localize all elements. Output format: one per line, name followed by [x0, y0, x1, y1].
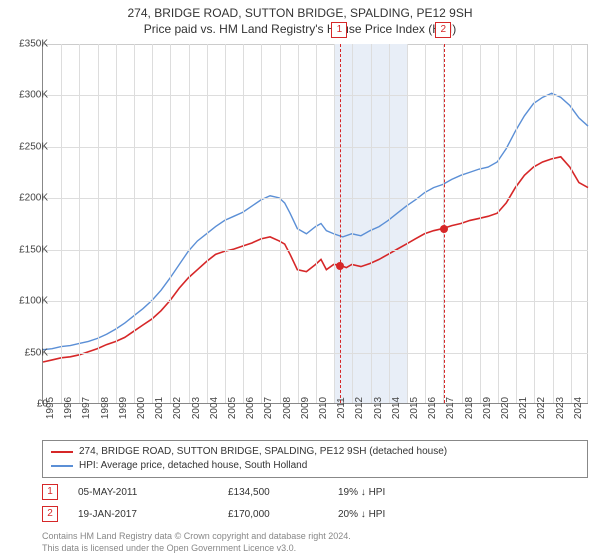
- y-axis-label: £350K: [8, 39, 48, 50]
- gridline-v: [116, 44, 117, 403]
- x-axis-label: 2012: [354, 397, 365, 419]
- legend-swatch-price-paid: [51, 451, 73, 453]
- sale-marker-box: 2: [435, 22, 451, 38]
- gridline-v: [425, 44, 426, 403]
- x-axis-label: 2020: [500, 397, 511, 419]
- x-axis-label: 2000: [136, 397, 147, 419]
- y-axis-label: £250K: [8, 141, 48, 152]
- sale-marker-box-2: 2: [42, 506, 58, 522]
- x-axis-label: 2001: [154, 397, 165, 419]
- x-axis-label: 2007: [263, 397, 274, 419]
- y-axis-label: £50K: [8, 347, 48, 358]
- x-axis-label: 2005: [227, 397, 238, 419]
- sale-row-2: 2 19-JAN-2017 £170,000 20% ↓ HPI: [42, 506, 588, 522]
- gridline-v: [79, 44, 80, 403]
- sale-marker-line: [444, 44, 445, 403]
- gridline-v: [498, 44, 499, 403]
- x-axis-label: 2018: [464, 397, 475, 419]
- chart-container: 274, BRIDGE ROAD, SUTTON BRIDGE, SPALDIN…: [0, 0, 600, 560]
- x-axis-label: 2022: [536, 397, 547, 419]
- title-sub: Price paid vs. HM Land Registry's House …: [0, 22, 600, 36]
- gridline-v: [480, 44, 481, 403]
- y-axis-label: £100K: [8, 296, 48, 307]
- sale-dot: [440, 225, 448, 233]
- sale-price-2: £170,000: [228, 509, 338, 520]
- sale-diff-1: 19% ↓ HPI: [338, 487, 458, 498]
- x-axis-label: 2021: [518, 397, 529, 419]
- gridline-v: [298, 44, 299, 403]
- title-block: 274, BRIDGE ROAD, SUTTON BRIDGE, SPALDIN…: [0, 0, 600, 36]
- y-axis-label: £0: [8, 399, 48, 410]
- y-axis-label: £200K: [8, 193, 48, 204]
- x-axis-label: 2006: [245, 397, 256, 419]
- gridline-v: [170, 44, 171, 403]
- x-axis-label: 2024: [573, 397, 584, 419]
- sale-marker-box: 1: [331, 22, 347, 38]
- gridline-v: [534, 44, 535, 403]
- title-main: 274, BRIDGE ROAD, SUTTON BRIDGE, SPALDIN…: [0, 6, 600, 20]
- x-axis-label: 2016: [427, 397, 438, 419]
- x-axis-label: 2010: [318, 397, 329, 419]
- gridline-v: [134, 44, 135, 403]
- gridline-v: [407, 44, 408, 403]
- y-axis-label: £300K: [8, 90, 48, 101]
- gridline-v: [98, 44, 99, 403]
- sale-marker-box-1: 1: [42, 484, 58, 500]
- x-axis-label: 1998: [100, 397, 111, 419]
- gridline-v: [571, 44, 572, 403]
- gridline-v: [61, 44, 62, 403]
- x-axis-label: 2003: [191, 397, 202, 419]
- gridline-v: [261, 44, 262, 403]
- y-axis-label: £150K: [8, 244, 48, 255]
- gridline-v: [225, 44, 226, 403]
- x-axis-label: 2008: [282, 397, 293, 419]
- footer-line-1: Contains HM Land Registry data © Crown c…: [42, 530, 351, 542]
- sale-price-1: £134,500: [228, 487, 338, 498]
- x-axis-label: 1996: [63, 397, 74, 419]
- footer-line-2: This data is licensed under the Open Gov…: [42, 542, 351, 554]
- legend-box: 274, BRIDGE ROAD, SUTTON BRIDGE, SPALDIN…: [42, 440, 588, 478]
- sale-marker-line: [340, 44, 341, 403]
- sale-date-1: 05-MAY-2011: [78, 487, 228, 498]
- gridline-v: [207, 44, 208, 403]
- x-axis-label: 1997: [81, 397, 92, 419]
- legend-label-price-paid: 274, BRIDGE ROAD, SUTTON BRIDGE, SPALDIN…: [79, 445, 447, 459]
- chart-plot-area: [42, 44, 588, 404]
- gridline-v: [334, 44, 335, 403]
- gridline-v: [371, 44, 372, 403]
- sale-diff-2: 20% ↓ HPI: [338, 509, 458, 520]
- x-axis-label: 2023: [555, 397, 566, 419]
- gridline-v: [462, 44, 463, 403]
- x-axis-label: 2014: [391, 397, 402, 419]
- gridline-v: [280, 44, 281, 403]
- legend-row-price-paid: 274, BRIDGE ROAD, SUTTON BRIDGE, SPALDIN…: [51, 445, 579, 459]
- x-axis-label: 2011: [336, 397, 347, 419]
- sale-row-1: 1 05-MAY-2011 £134,500 19% ↓ HPI: [42, 484, 588, 500]
- gridline-v: [152, 44, 153, 403]
- x-axis-label: 2013: [373, 397, 384, 419]
- sale-date-2: 19-JAN-2017: [78, 509, 228, 520]
- legend-swatch-hpi: [51, 465, 73, 467]
- gridline-v: [316, 44, 317, 403]
- footer-attribution: Contains HM Land Registry data © Crown c…: [42, 530, 351, 554]
- x-axis-label: 2017: [445, 397, 456, 419]
- gridline-v: [553, 44, 554, 403]
- gridline-v: [516, 44, 517, 403]
- legend-row-hpi: HPI: Average price, detached house, Sout…: [51, 459, 579, 473]
- x-axis-label: 2002: [172, 397, 183, 419]
- x-axis-label: 2019: [482, 397, 493, 419]
- x-axis-label: 2015: [409, 397, 420, 419]
- gridline-v: [189, 44, 190, 403]
- gridline-v: [352, 44, 353, 403]
- gridline-v: [243, 44, 244, 403]
- gridline-v: [389, 44, 390, 403]
- x-axis-label: 2009: [300, 397, 311, 419]
- legend-label-hpi: HPI: Average price, detached house, Sout…: [79, 459, 307, 473]
- sale-dot: [336, 262, 344, 270]
- x-axis-label: 1995: [45, 397, 56, 419]
- x-axis-label: 1999: [118, 397, 129, 419]
- x-axis-label: 2004: [209, 397, 220, 419]
